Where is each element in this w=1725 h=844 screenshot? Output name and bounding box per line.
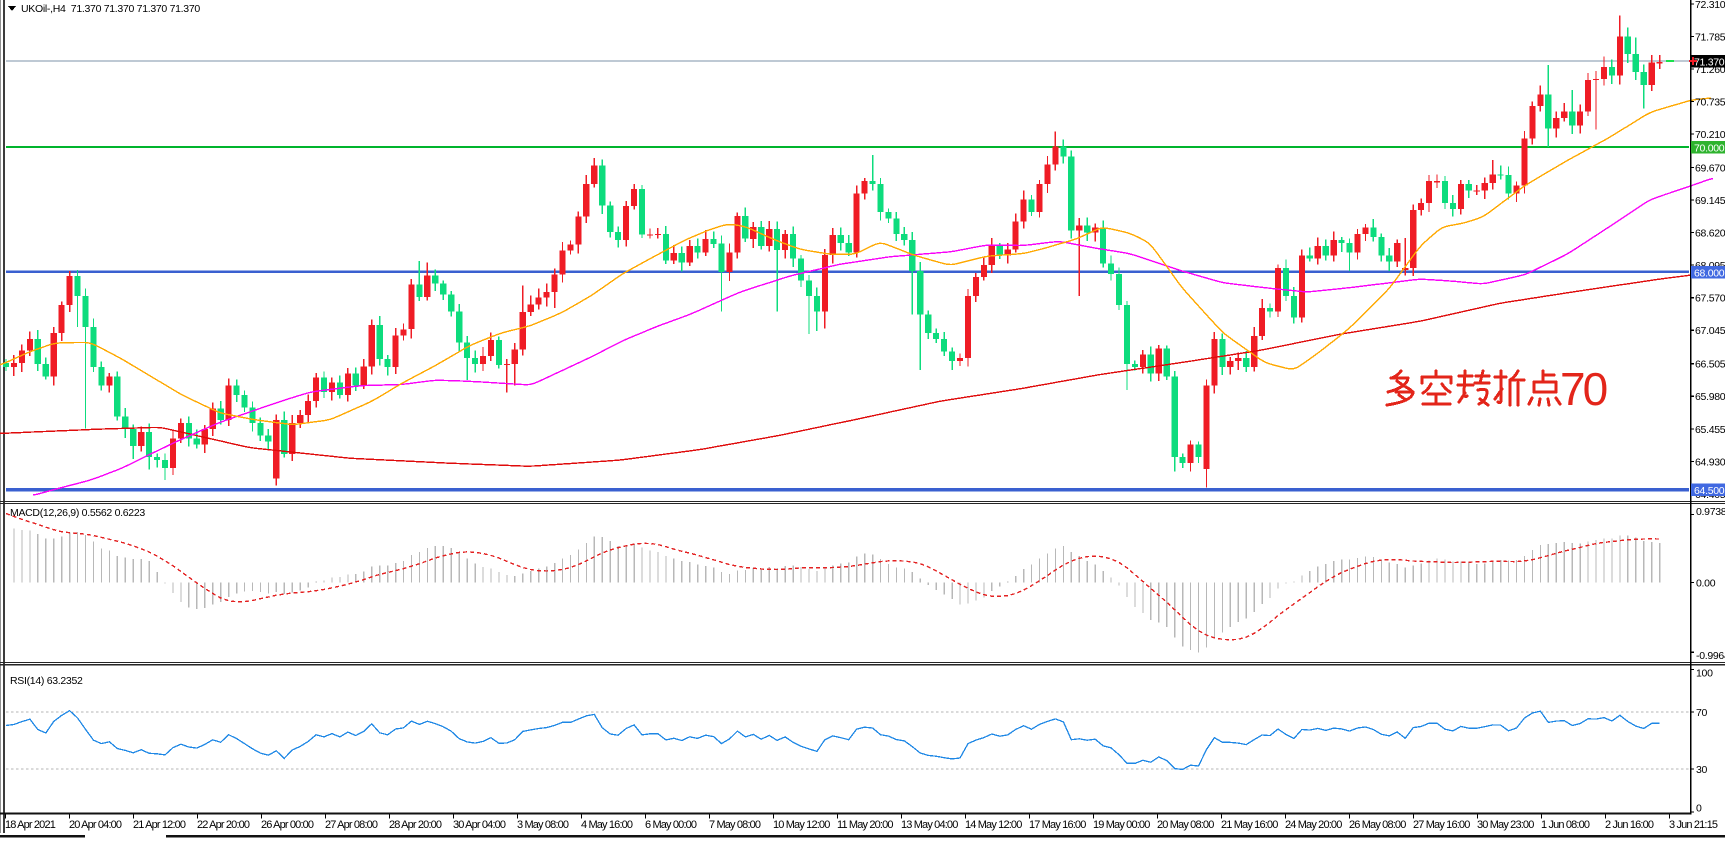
svg-text:MACD(12,26,9) 0.5562 0.6223: MACD(12,26,9) 0.5562 0.6223	[10, 507, 145, 519]
svg-text:71.785: 71.785	[1695, 31, 1725, 43]
svg-text:UKOil-,H4 71.370 71.370 71.37: UKOil-,H4 71.370 71.370 71.370 71.370	[21, 3, 200, 15]
svg-text:-0.9964: -0.9964	[1696, 650, 1725, 662]
svg-text:18 Apr 2021: 18 Apr 2021	[5, 819, 56, 831]
svg-text:71.370: 71.370	[1694, 57, 1725, 69]
svg-text:64.500: 64.500	[1694, 485, 1725, 497]
svg-text:69.670: 69.670	[1695, 162, 1725, 174]
svg-text:27 May 16:00: 27 May 16:00	[1413, 819, 1470, 831]
svg-text:22 Apr 20:00: 22 Apr 20:00	[197, 819, 250, 831]
svg-text:20 May 08:00: 20 May 08:00	[1157, 819, 1214, 831]
svg-text:21 May 16:00: 21 May 16:00	[1221, 819, 1278, 831]
svg-text:28 Apr 20:00: 28 Apr 20:00	[389, 819, 442, 831]
svg-text:7 May 08:00: 7 May 08:00	[709, 819, 761, 831]
svg-text:0.00: 0.00	[1696, 578, 1716, 590]
svg-text:70.735: 70.735	[1695, 96, 1725, 108]
svg-text:72.310: 72.310	[1695, 0, 1725, 11]
svg-text:65.980: 65.980	[1695, 391, 1725, 403]
svg-text:3 May 08:00: 3 May 08:00	[517, 819, 569, 831]
svg-text:11 May 20:00: 11 May 20:00	[837, 819, 893, 831]
svg-text:10 May 12:00: 10 May 12:00	[773, 819, 830, 831]
svg-text:100: 100	[1696, 667, 1713, 679]
svg-text:67.045: 67.045	[1695, 325, 1725, 337]
svg-text:70: 70	[1560, 363, 1607, 415]
svg-text:17 May 16:00: 17 May 16:00	[1029, 819, 1086, 831]
svg-text:69.145: 69.145	[1695, 195, 1725, 207]
svg-text:64.930: 64.930	[1695, 456, 1725, 468]
svg-text:13 May 04:00: 13 May 04:00	[901, 819, 958, 831]
svg-text:30: 30	[1696, 764, 1708, 776]
svg-text:19 May 00:00: 19 May 00:00	[1093, 819, 1150, 831]
svg-text:20 Apr 04:00: 20 Apr 04:00	[69, 819, 122, 831]
svg-text:30 Apr 04:00: 30 Apr 04:00	[453, 819, 506, 831]
svg-text:21 Apr 12:00: 21 Apr 12:00	[133, 819, 186, 831]
svg-text:66.505: 66.505	[1695, 359, 1725, 371]
svg-text:2 Jun 16:00: 2 Jun 16:00	[1605, 819, 1654, 831]
svg-text:70: 70	[1696, 707, 1708, 719]
svg-text:0.9738: 0.9738	[1696, 506, 1725, 518]
svg-text:1 Jun 08:00: 1 Jun 08:00	[1541, 819, 1590, 831]
svg-text:65.455: 65.455	[1695, 424, 1725, 436]
svg-text:68.000: 68.000	[1694, 267, 1725, 279]
svg-text:70.210: 70.210	[1695, 129, 1725, 141]
svg-text:70.000: 70.000	[1694, 143, 1725, 155]
svg-text:3 Jun 21:15: 3 Jun 21:15	[1669, 819, 1718, 831]
svg-text:30 May 23:00: 30 May 23:00	[1477, 819, 1534, 831]
svg-text:0: 0	[1696, 803, 1702, 815]
svg-text:26 Apr 00:00: 26 Apr 00:00	[261, 819, 314, 831]
svg-text:67.570: 67.570	[1695, 293, 1725, 305]
svg-text:14 May 12:00: 14 May 12:00	[965, 819, 1022, 831]
svg-text:26 May 08:00: 26 May 08:00	[1349, 819, 1406, 831]
svg-text:68.620: 68.620	[1695, 228, 1725, 240]
svg-text:6 May 00:00: 6 May 00:00	[645, 819, 697, 831]
svg-text:4 May 16:00: 4 May 16:00	[581, 819, 633, 831]
svg-text:24 May 20:00: 24 May 20:00	[1285, 819, 1342, 831]
svg-text:RSI(14) 63.2352: RSI(14) 63.2352	[10, 675, 83, 687]
svg-text:27 Apr 08:00: 27 Apr 08:00	[325, 819, 378, 831]
